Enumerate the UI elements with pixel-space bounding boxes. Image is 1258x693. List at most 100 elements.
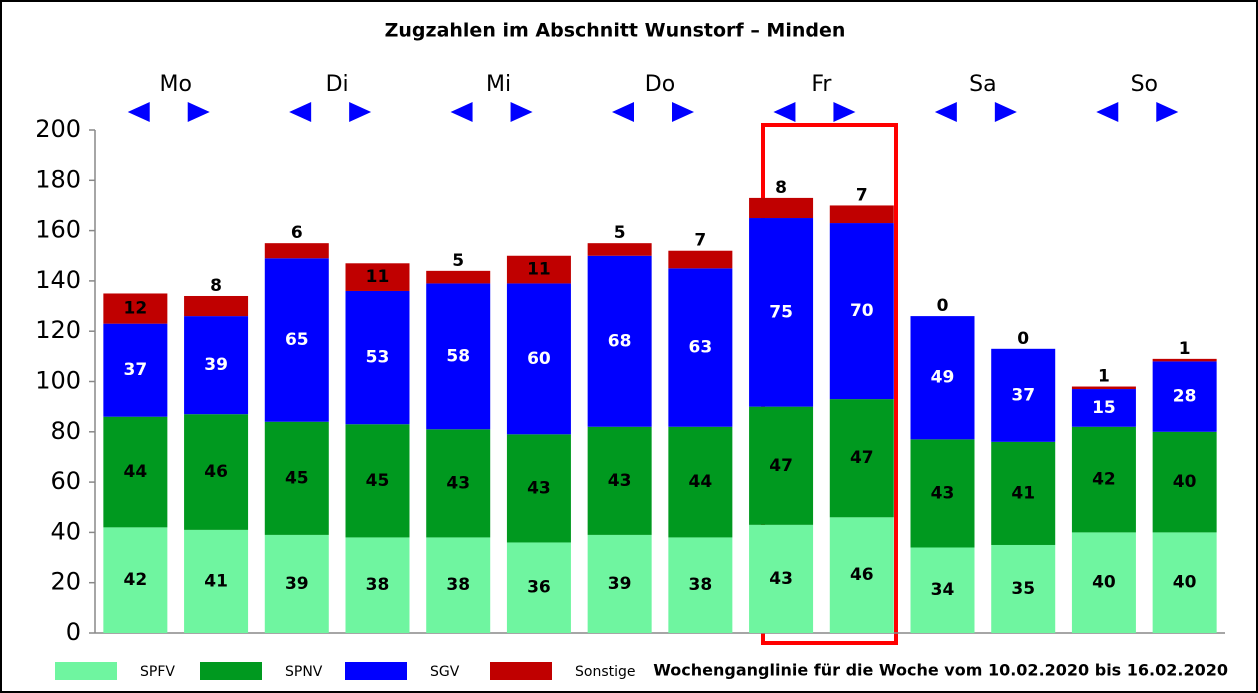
value-label: 47 — [769, 456, 793, 476]
y-tick-label: 60 — [50, 467, 81, 495]
value-label: 37 — [1011, 385, 1035, 405]
bar-segment — [184, 529, 249, 633]
value-label: 43 — [608, 471, 632, 491]
value-label: 7 — [856, 185, 868, 205]
chart-title: Zugzahlen im Abschnitt Wunstorf – Minden — [385, 20, 846, 42]
value-label: 0 — [937, 296, 949, 316]
y-tick-label: 180 — [35, 165, 81, 193]
bar-segment — [1152, 358, 1217, 362]
y-tick-label: 200 — [35, 115, 81, 143]
bar-segment — [910, 547, 975, 633]
bar-segment — [587, 243, 652, 256]
legend-swatch — [490, 662, 552, 680]
bar-segment — [103, 293, 168, 324]
arrow-right — [994, 102, 1017, 122]
value-label: 43 — [931, 483, 955, 503]
value-label: 39 — [608, 574, 632, 594]
bar-segment — [668, 250, 733, 269]
value-label: 43 — [446, 473, 470, 493]
arrow-right — [349, 102, 372, 122]
group-label: Mo — [159, 72, 191, 97]
arrow-right — [510, 102, 533, 122]
footnote: Wochenganglinie für die Woche vom 10.02.… — [653, 661, 1228, 680]
value-label: 68 — [608, 331, 632, 351]
value-label: 39 — [285, 574, 309, 594]
bar-segment — [506, 542, 571, 633]
value-label: 36 — [527, 578, 551, 598]
bar-segment — [345, 537, 410, 633]
value-label: 34 — [931, 580, 955, 600]
legend-swatch — [55, 662, 117, 680]
value-label: 41 — [204, 571, 228, 591]
value-label: 39 — [204, 355, 228, 375]
value-label: 11 — [366, 267, 390, 287]
bar-segment — [184, 316, 249, 415]
bar-segment — [1071, 386, 1136, 390]
bar-segment — [345, 424, 410, 538]
bar-segment — [910, 316, 975, 440]
bar-segment — [749, 524, 814, 633]
y-tick-label: 80 — [50, 417, 81, 445]
value-label: 45 — [285, 468, 309, 488]
bar-segment — [426, 283, 491, 430]
value-label: 49 — [931, 368, 955, 388]
group-label: Do — [645, 72, 675, 97]
value-label: 38 — [446, 575, 470, 595]
group-label: Mi — [486, 72, 511, 97]
value-label: 8 — [775, 178, 787, 198]
value-label: 1 — [1179, 339, 1191, 359]
y-tick-label: 40 — [50, 517, 81, 545]
value-label: 0 — [1017, 329, 1029, 349]
value-label: 44 — [124, 462, 148, 482]
bar-segment — [345, 290, 410, 425]
value-label: 41 — [1011, 483, 1035, 503]
bar-segment — [1152, 532, 1217, 633]
bar-segment — [991, 544, 1056, 633]
bar-segment — [829, 205, 894, 224]
value-label: 38 — [689, 575, 713, 595]
legend-swatch — [200, 662, 262, 680]
value-label: 43 — [527, 478, 551, 498]
bar-segment — [910, 439, 975, 548]
value-label: 11 — [527, 260, 551, 280]
bar-segment — [1071, 532, 1136, 633]
arrow-left — [127, 102, 150, 122]
bar-segment — [506, 434, 571, 543]
bar-segment — [1071, 389, 1136, 427]
value-label: 43 — [769, 569, 793, 589]
value-label: 65 — [285, 330, 309, 350]
group-label: Sa — [969, 72, 996, 97]
bar-segment — [587, 255, 652, 427]
arrow-right — [187, 102, 210, 122]
value-label: 47 — [850, 448, 874, 468]
arrow-right — [833, 102, 856, 122]
bar-segment — [426, 429, 491, 538]
bar-segment — [829, 517, 894, 633]
value-label: 6 — [291, 223, 303, 243]
bar-segment — [749, 406, 814, 525]
value-label: 46 — [204, 462, 228, 482]
y-tick-label: 0 — [66, 618, 81, 646]
value-label: 58 — [446, 346, 470, 366]
arrow-right — [672, 102, 694, 122]
value-label: 42 — [124, 570, 148, 590]
bar-segment — [991, 441, 1056, 545]
bar-segment — [184, 295, 249, 317]
value-label: 40 — [1173, 472, 1197, 492]
value-label: 42 — [1092, 470, 1116, 490]
bar-segment — [426, 270, 491, 284]
y-tick-label: 120 — [35, 316, 81, 344]
value-label: 38 — [366, 575, 390, 595]
bar-segment — [103, 323, 168, 417]
value-label: 37 — [124, 360, 148, 380]
group-label: So — [1131, 72, 1158, 97]
bar-segment — [749, 197, 814, 219]
value-label: 8 — [210, 276, 222, 296]
arrow-left — [1096, 102, 1119, 122]
value-label: 63 — [689, 338, 713, 358]
legend-label: SPFV — [140, 664, 175, 680]
bar-segment — [264, 258, 329, 422]
y-tick-label: 100 — [35, 367, 81, 395]
bar-segment — [587, 534, 652, 633]
